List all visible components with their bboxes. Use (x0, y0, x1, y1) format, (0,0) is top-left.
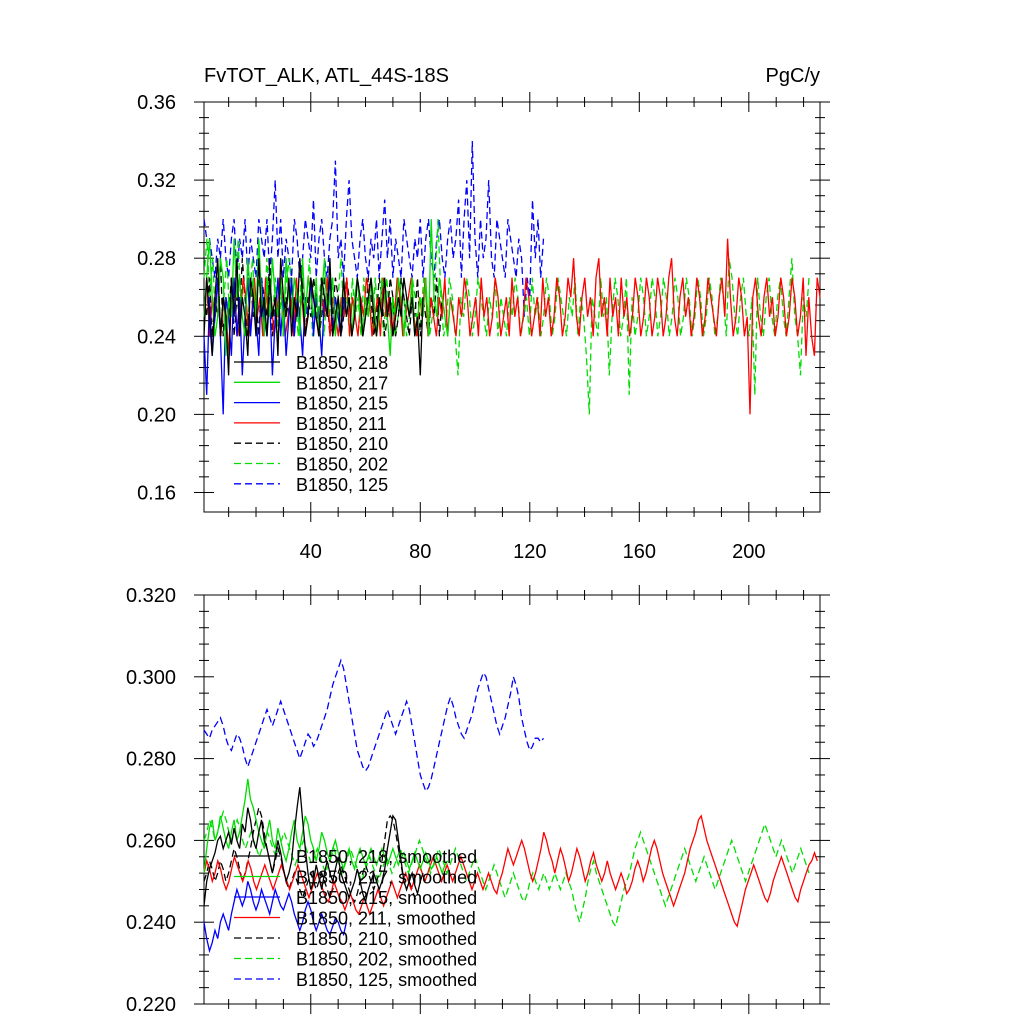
y-tick-label: 0.320 (126, 585, 176, 607)
plot-frame (203, 594, 821, 1005)
series-line (203, 814, 818, 928)
y-tick-label: 0.36 (137, 92, 176, 114)
legend-label: B1850, 211, smoothed (296, 909, 476, 929)
chart-title: FvTOT_ALK, ATL_44S-18S (204, 65, 449, 87)
legend-label: B1850, 217 (296, 373, 388, 393)
x-tick-label: 40 (300, 541, 322, 563)
y-tick-label: 0.260 (126, 830, 176, 852)
series-line (203, 658, 545, 793)
y-tick-label: 0.32 (137, 170, 176, 192)
legend-label: B1850, 125 (296, 475, 388, 495)
y-tick-label: 0.300 (126, 667, 176, 689)
legend-label: B1850, 215 (296, 394, 388, 414)
legend-label: B1850, 202, smoothed (296, 950, 477, 970)
legend-label: B1850, 211 (296, 414, 387, 434)
plot-frame (203, 101, 821, 513)
series-line (203, 778, 449, 876)
series-line (203, 258, 424, 376)
series-line (203, 809, 810, 928)
units-label: PgC/y (766, 65, 820, 87)
y-tick-label: 0.240 (126, 912, 176, 934)
y-tick-label: 0.280 (126, 749, 176, 771)
series-line (203, 140, 545, 317)
x-tick-label: 120 (513, 541, 546, 563)
legend-label: B1850, 218, smoothed (296, 847, 477, 867)
y-tick-label: 0.28 (137, 248, 176, 270)
legend-label: B1850, 217, smoothed (296, 868, 477, 888)
series-line (203, 881, 348, 954)
legend-label: B1850, 210, smoothed (296, 929, 477, 949)
x-tick-label: 80 (409, 541, 431, 563)
series-line (203, 258, 446, 337)
legend-label: B1850, 218 (296, 353, 388, 373)
series-line (203, 787, 424, 906)
x-tick-label: 200 (732, 541, 765, 563)
series-line (203, 805, 419, 904)
legend-label: B1850, 215, smoothed (296, 888, 477, 908)
legend-label: B1850, 210 (296, 434, 388, 454)
y-tick-label: 0.16 (137, 482, 176, 504)
x-tick-label: 160 (623, 541, 656, 563)
y-tick-label: 0.220 (126, 994, 176, 1016)
y-tick-label: 0.24 (137, 326, 176, 348)
y-tick-label: 0.20 (137, 404, 176, 426)
legend-label: B1850, 125, smoothed (296, 970, 477, 990)
legend-label: B1850, 202 (296, 455, 388, 475)
